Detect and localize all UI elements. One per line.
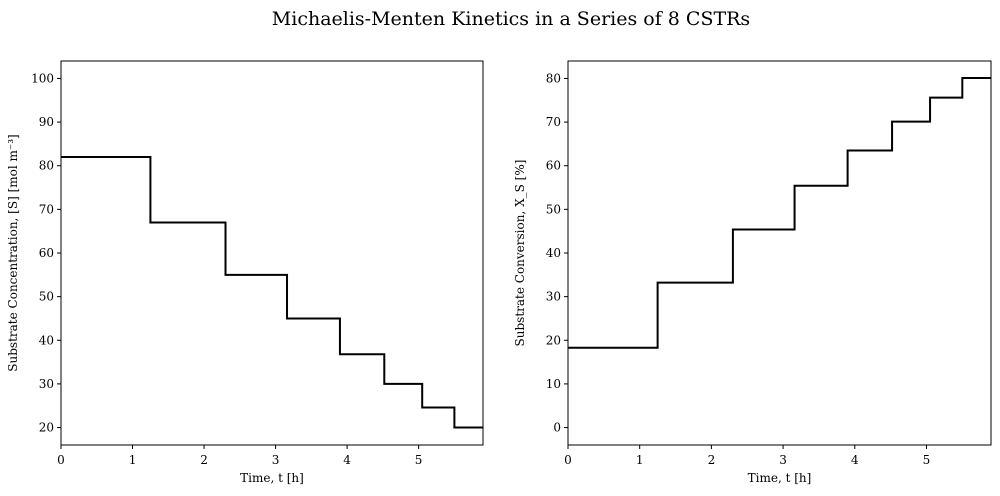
x-tick-label: 1: [636, 453, 644, 467]
y-tick-label: 40: [546, 246, 561, 260]
x-tick-label: 4: [343, 453, 351, 467]
x-tick-label: 2: [200, 453, 208, 467]
y-tick-label: 10: [546, 377, 561, 391]
y-tick-label: 80: [39, 159, 54, 173]
x-tick-label: 5: [415, 453, 423, 467]
y-tick-label: 0: [553, 421, 561, 435]
x-tick-label: 3: [779, 453, 787, 467]
x-tick-label: 4: [851, 453, 859, 467]
x-tick-label: 1: [129, 453, 137, 467]
y-tick-label: 70: [546, 115, 561, 129]
y-tick-label: 70: [39, 202, 54, 216]
series-line: [61, 156, 483, 429]
series-line: [568, 77, 991, 349]
figure-title: Michaelis-Menten Kinetics in a Series of…: [272, 8, 750, 30]
y-axis-label: Substrate Concentration, [S] [mol m⁻³]: [6, 134, 20, 371]
y-tick-label: 90: [39, 115, 54, 129]
y-tick-label: 30: [546, 290, 561, 304]
x-tick-label: 2: [708, 453, 716, 467]
y-tick-label: 30: [39, 377, 54, 391]
y-tick-label: 20: [39, 421, 54, 435]
y-axis-label: Substrate Conversion, X_S [%]: [513, 160, 527, 347]
x-axis-label: Time, t [h]: [748, 471, 812, 485]
y-tick-label: 60: [39, 246, 54, 260]
y-tick-label: 60: [546, 159, 561, 173]
y-tick-label: 20: [546, 333, 561, 347]
x-tick-label: 5: [923, 453, 931, 467]
y-tick-label: 100: [31, 71, 54, 85]
y-tick-label: 40: [39, 333, 54, 347]
chart-substrate-concentration: 0 1 2 3 4 5 20 30 40 50 60 70 80 90 100 Time, t [h] Subs…: [6, 60, 484, 485]
x-tick-label: 0: [57, 453, 65, 467]
plot-frame: [567, 60, 992, 446]
y-tick-label: 50: [546, 202, 561, 216]
x-axis-label: Time, t [h]: [240, 471, 304, 485]
y-tick-label: 50: [39, 290, 54, 304]
y-tick-label: 80: [546, 71, 561, 85]
x-tick-label: 3: [272, 453, 280, 467]
x-tick-label: 0: [564, 453, 572, 467]
plot-frame: [60, 60, 484, 446]
